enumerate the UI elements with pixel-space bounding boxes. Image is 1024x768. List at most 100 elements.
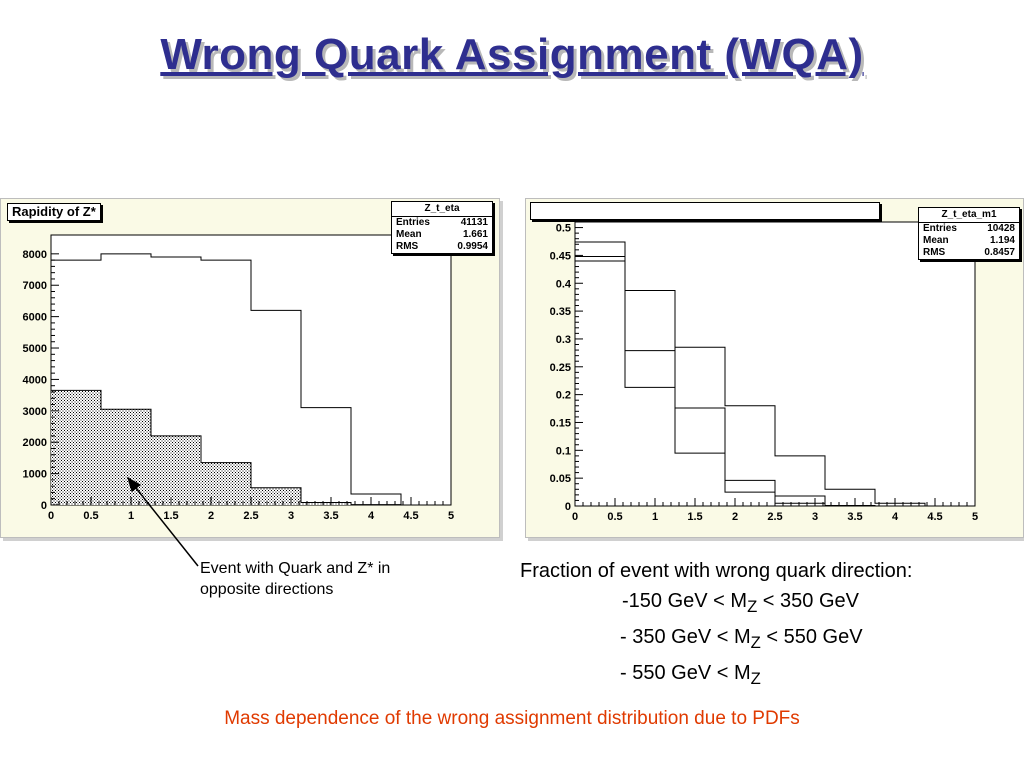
x-tick-label: 1 xyxy=(652,511,658,523)
y-tick-label: 0.15 xyxy=(550,417,571,429)
histogram-bin xyxy=(301,502,351,505)
histogram-series-line xyxy=(575,241,975,507)
annotation-line: opposite directions xyxy=(200,581,334,598)
x-tick-label: 4 xyxy=(368,510,375,522)
histogram-series-line xyxy=(51,389,451,506)
annotation-right: Fraction of event with wrong quark direc… xyxy=(520,556,1024,694)
y-tick-label: 5000 xyxy=(23,343,47,355)
mass-range-text: - 350 GeV < M xyxy=(620,626,751,648)
y-tick-label: 0.1 xyxy=(556,445,571,457)
x-tick-label: 0 xyxy=(48,510,54,522)
y-tick-label: 7000 xyxy=(23,280,47,292)
y-tick-label: 3000 xyxy=(23,406,47,418)
slide-title: Wrong Quark Assignment (WQA) xyxy=(160,30,864,79)
stats-label: Mean xyxy=(396,229,422,240)
y-tick-label: 0 xyxy=(565,501,571,513)
x-tick-label: 2.5 xyxy=(767,511,782,523)
stats-value: 0.9954 xyxy=(457,241,488,252)
histogram-bin xyxy=(251,487,301,505)
stats-value: 41131 xyxy=(460,217,488,228)
x-tick-label: 1.5 xyxy=(163,510,178,522)
mass-range-sub: Z xyxy=(750,633,761,652)
y-tick-label: 4000 xyxy=(23,374,47,386)
y-tick-label: 0.4 xyxy=(556,278,572,290)
x-tick-label: 0 xyxy=(572,511,578,523)
x-tick-label: 1 xyxy=(128,510,134,522)
stats-box: Z_t_eta Entries 41131 Mean 1.661 RMS 0.9… xyxy=(391,201,493,254)
y-tick-label: 0.2 xyxy=(556,390,571,402)
histogram-series-line xyxy=(575,256,975,507)
histogram-wrong-fraction-svg: 0 0.5 1 1.5 2 2.5 3 3.5 4 4.5 5 0 0.05 0.1 0.15 0.2 0.25… xyxy=(550,221,978,523)
annotation-left: Event with Quark and Z* in opposite dire… xyxy=(200,558,460,600)
stats-value: 1.661 xyxy=(462,229,488,240)
stats-label: Entries xyxy=(396,217,430,228)
mass-range-sub: Z xyxy=(747,597,758,616)
x-tick-label: 0.5 xyxy=(83,510,98,522)
stats-row-rms: RMS 0.9954 xyxy=(392,241,492,253)
y-tick-label: 1000 xyxy=(23,469,47,481)
mass-range-text: < 350 GeV xyxy=(757,590,859,612)
histogram-wrong-fraction-panel: 0 0.5 1 1.5 2 2.5 3 3.5 4 4.5 5 0 0.05 0.1 0.15 0.2 0.25… xyxy=(525,198,1024,538)
x-tick-label: 2 xyxy=(208,510,214,522)
stats-name: Z_t_eta xyxy=(392,202,492,217)
stats-box: Z_t_eta_m1 Entries 10428 Mean 1.194 RMS … xyxy=(918,207,1020,260)
x-tick-label: 4.5 xyxy=(927,511,942,523)
stats-label: RMS xyxy=(396,241,419,252)
stats-value: 1.194 xyxy=(989,235,1015,246)
stats-row-entries: Entries 10428 xyxy=(919,223,1019,235)
histogram-bin xyxy=(201,462,251,505)
stats-row-mean: Mean 1.661 xyxy=(392,229,492,241)
plot-area xyxy=(574,221,976,507)
y-tick-label: 8000 xyxy=(23,249,47,261)
annotation-heading: Fraction of event with wrong quark direc… xyxy=(520,560,913,582)
x-tick-label: 1.5 xyxy=(687,511,702,523)
mass-range-item: -150 GeV < MZ < 350 GeV xyxy=(520,586,1024,622)
x-tick-label: 3 xyxy=(288,510,294,522)
y-tick-label: 0.45 xyxy=(550,250,571,262)
y-tick-label: 0.25 xyxy=(550,362,571,374)
histogram-title-box: Rapidity of Z* xyxy=(7,203,101,221)
stats-row-rms: RMS 0.8457 xyxy=(919,247,1019,259)
mass-range-sub: Z xyxy=(750,669,761,688)
stats-row-mean: Mean 1.194 xyxy=(919,235,1019,247)
stats-row-entries: Entries 41131 xyxy=(392,217,492,229)
mass-range-item: - 550 GeV < MZ xyxy=(520,658,1024,694)
mass-range-item: - 350 GeV < MZ < 550 GeV xyxy=(520,622,1024,658)
stats-value: 0.8457 xyxy=(984,247,1015,258)
x-tick-label: 0.5 xyxy=(607,511,622,523)
stats-value: 10428 xyxy=(987,223,1015,234)
stats-label: Mean xyxy=(923,235,949,246)
mass-range-text: -150 GeV < M xyxy=(622,590,748,612)
annotation-line: Event with Quark and Z* in xyxy=(200,560,391,577)
y-tick-label: 0.3 xyxy=(556,334,571,346)
x-tick-label: 3.5 xyxy=(847,511,862,523)
footer-note: Mass dependence of the wrong assignment … xyxy=(224,708,800,729)
x-tick-label: 3 xyxy=(812,511,818,523)
stats-name: Z_t_eta_m1 xyxy=(919,208,1019,223)
x-tick-label: 2.5 xyxy=(243,510,258,522)
stats-label: Entries xyxy=(923,223,957,234)
histogram-title-box xyxy=(530,202,880,220)
x-tick-label: 3.5 xyxy=(323,510,338,522)
histogram-bin xyxy=(51,390,101,505)
x-tick-label: 4.5 xyxy=(403,510,418,522)
y-tick-label: 0.35 xyxy=(550,306,571,318)
y-tick-label: 2000 xyxy=(23,437,47,449)
histogram-rapidity-panel: 0 0.5 1 1.5 2 2.5 3 3.5 4 4.5 5 0 1000 2000 3000 4000 50… xyxy=(0,198,500,538)
y-tick-label: 0 xyxy=(41,500,47,512)
histogram-title: Rapidity of Z* xyxy=(12,204,96,219)
histogram-series-line xyxy=(51,253,451,506)
histogram-bin xyxy=(151,435,201,505)
mass-range-text: < 550 GeV xyxy=(760,626,863,648)
x-tick-label: 4 xyxy=(892,511,899,523)
mass-range-text: - 550 GeV < M xyxy=(620,662,751,684)
stats-label: RMS xyxy=(923,247,946,258)
x-tick-label: 5 xyxy=(972,511,978,523)
y-tick-label: 0.5 xyxy=(556,223,571,235)
histogram-series-line xyxy=(575,260,975,507)
y-tick-label: 6000 xyxy=(23,312,47,324)
y-tick-label: 0.05 xyxy=(550,473,571,485)
x-tick-label: 2 xyxy=(732,511,738,523)
x-tick-label: 5 xyxy=(448,510,454,522)
histogram-bin xyxy=(101,409,151,505)
